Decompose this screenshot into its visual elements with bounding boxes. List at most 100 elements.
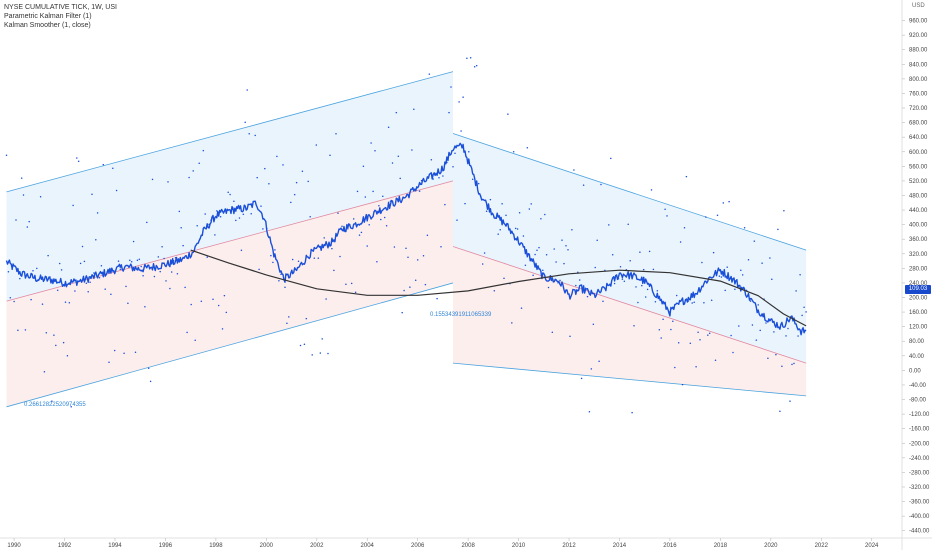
filter-dot (699, 339, 701, 341)
filter-dot (679, 241, 682, 243)
filter-dot (305, 317, 308, 320)
indicator-kalman-smoother[interactable]: Kalman Smoother (1, close) (4, 22, 91, 29)
y-tick-label-7: 680.00 (909, 121, 928, 127)
x-tick-label-7: 2004 (361, 543, 375, 549)
y-tick-label-24: 0.00 (909, 368, 921, 374)
filter-dot (96, 212, 99, 214)
filter-dot (372, 190, 374, 193)
filter-dot (178, 210, 181, 213)
filter-dot (728, 200, 730, 203)
filter-dot (356, 190, 359, 193)
x-tick-label-6: 2002 (310, 543, 324, 549)
filter-dot (540, 218, 542, 220)
price-axis[interactable]: 960.00 920.00 880.00 840.00 800.00 760.00 720.… (901, 0, 930, 550)
filter-dot (716, 214, 719, 217)
filter-dot (163, 257, 165, 260)
indicator-kalman-filter[interactable]: Parametric Kalman Filter (1) (4, 13, 92, 20)
y-tick-label-18: 240.00 (909, 281, 928, 287)
filter-dot (229, 193, 231, 196)
y-tick-label-4: 800.00 (909, 77, 928, 83)
filter-dot (329, 154, 331, 157)
filter-dot (532, 274, 534, 277)
cumulative-tick-line (5, 142, 807, 336)
y-tick-label-34: -400.00 (909, 514, 930, 520)
filter-dot (28, 220, 30, 223)
filter-dot (19, 277, 21, 280)
filter-dot (664, 208, 666, 210)
filter-dot (598, 360, 600, 362)
filter-dot (701, 261, 703, 264)
filter-dot (345, 283, 347, 285)
y-tick-label-14: 400.00 (909, 223, 928, 229)
filter-dot (161, 246, 163, 248)
filter-dot (376, 260, 378, 263)
channel-2-upper-fill (453, 133, 807, 364)
filter-dot (102, 163, 105, 166)
filter-dot (382, 195, 384, 197)
filter-dot (621, 278, 624, 280)
filter-dot (225, 311, 228, 314)
y-tick-label-6: 720.00 (909, 106, 928, 112)
filter-dot (254, 134, 256, 137)
filter-dot (157, 256, 160, 258)
filter-dot (670, 328, 672, 331)
filter-dot (176, 273, 179, 275)
filter-dot (471, 178, 474, 180)
filter-dot (58, 262, 61, 265)
filter-dot (718, 275, 721, 277)
y-tick-label-19: 200.00 (909, 296, 928, 302)
filter-dot (36, 267, 38, 270)
y-tick-label-28: -160.00 (909, 427, 930, 433)
filter-dot (368, 224, 370, 226)
filter-dot (127, 302, 129, 304)
filter-dot (567, 249, 569, 251)
channel-1-upper-fill (6, 71, 454, 302)
filter-dot (629, 260, 631, 262)
filter-dot (677, 342, 680, 344)
filter-dot (295, 181, 298, 184)
filter-dot (654, 300, 657, 303)
filter-dot (779, 410, 781, 412)
filter-dot (468, 151, 470, 153)
filter-dot (83, 260, 86, 263)
filter-dot (151, 178, 154, 181)
y-tick-label-32: -320.00 (909, 485, 930, 491)
filter-dot (805, 311, 807, 313)
symbol-title[interactable]: NYSE CUMULATIVE TICK, 1W, USI (4, 4, 117, 11)
filter-dot (652, 268, 655, 271)
filter-dot (194, 339, 196, 341)
filter-dot (91, 193, 93, 195)
x-tick-label-4: 1998 (209, 543, 223, 549)
time-axis[interactable]: 1990 1992 1994 1996 1998 2000 2002 2004 2006 2008… (0, 537, 932, 549)
filter-dot (547, 286, 550, 289)
filter-dot (497, 233, 499, 235)
filter-dot (385, 225, 388, 227)
filter-dot (602, 300, 604, 302)
filter-dot (631, 411, 633, 414)
filter-dot (288, 316, 290, 318)
filter-dot (45, 331, 48, 334)
filter-dot (648, 250, 651, 253)
filter-dot (526, 147, 529, 149)
filter-dot (507, 113, 509, 115)
filter-dot (56, 289, 59, 291)
filter-dot (623, 280, 626, 282)
x-tick-label-10: 2010 (512, 543, 526, 549)
filter-dot (416, 259, 419, 261)
filter-dot (797, 335, 799, 337)
filter-dot (307, 180, 309, 183)
filter-dot (301, 170, 304, 173)
filter-dot (51, 400, 53, 402)
filter-dot (489, 198, 492, 201)
filter-dot (407, 256, 409, 258)
filter-dot (424, 283, 427, 286)
filter-dot (186, 331, 188, 334)
filter-dot (138, 258, 141, 261)
filter-dot (528, 208, 531, 210)
filter-dot (791, 363, 793, 366)
channel-2-lower-fill (453, 246, 807, 396)
filter-dot (293, 193, 296, 196)
y-tick-label-1: 920.00 (909, 33, 928, 39)
filter-dot (524, 264, 527, 267)
